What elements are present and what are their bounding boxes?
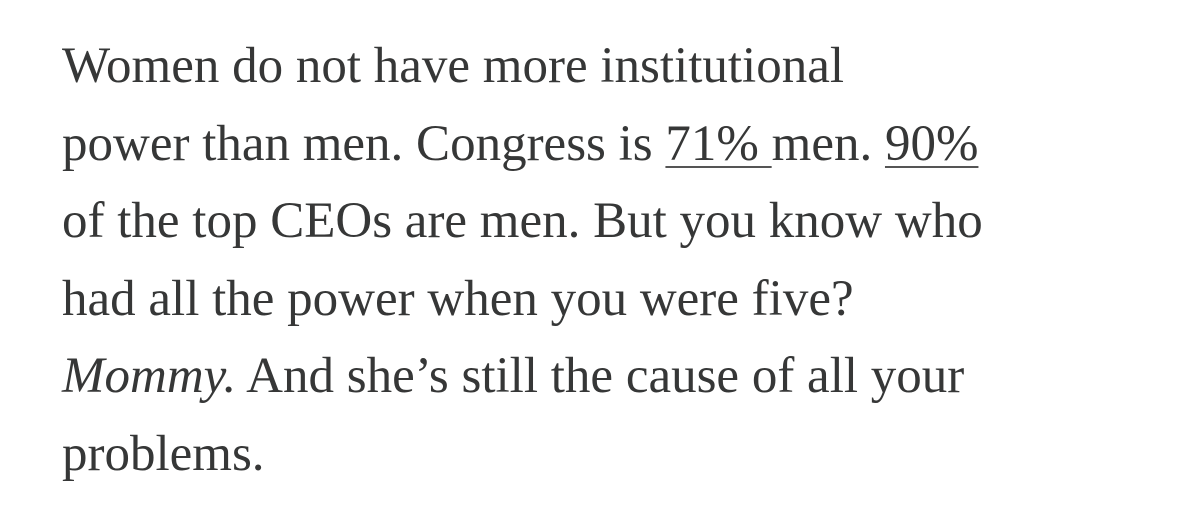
text-line: power than men. Congress is 71% men. 90%	[62, 106, 983, 184]
text: problems.	[62, 425, 265, 482]
link[interactable]: 71%	[665, 115, 772, 172]
paragraph: Women do not have more institutional powe…	[62, 28, 983, 493]
text-line: problems.	[62, 416, 983, 494]
link[interactable]: 90%	[884, 115, 979, 172]
text-line: had all the power when you were five?	[62, 261, 983, 339]
text: Women do not have more institutional	[62, 38, 845, 94]
text: power than men. Congress is	[62, 115, 666, 172]
text: had all the power when you were five?	[62, 270, 854, 327]
text-line: Mommy. And she’s still the cause of all …	[62, 338, 983, 416]
text-line: of the top CEOs are men. But you know wh…	[62, 183, 983, 261]
text-line: Women do not have more institutional	[62, 28, 983, 106]
italic-text: Mommy.	[62, 348, 237, 404]
text: of the top CEOs are men. But you know wh…	[62, 193, 983, 249]
text: And she’s still the cause of all your	[236, 348, 965, 404]
text: men.	[771, 115, 885, 172]
